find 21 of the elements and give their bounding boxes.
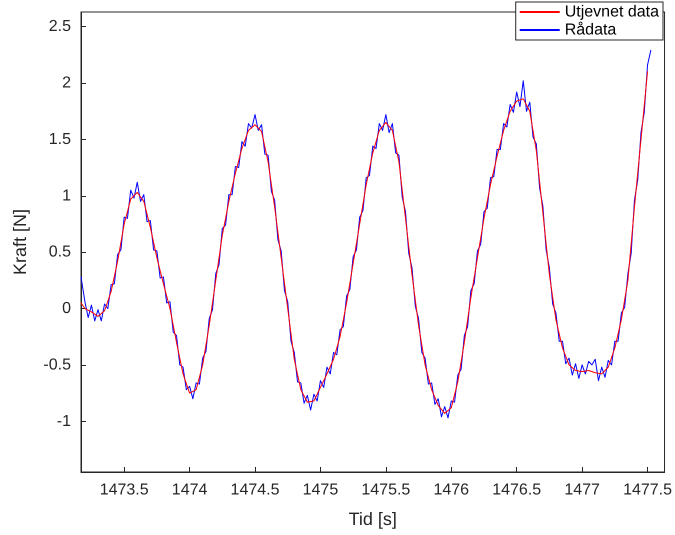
y-tick-label: 0.5 bbox=[48, 244, 72, 261]
y-axis-title: Kraft [N] bbox=[10, 208, 30, 276]
x-tick-label: 1474 bbox=[172, 482, 208, 498]
x-axis-title: Tid [s] bbox=[348, 509, 397, 529]
y-tick-label: 1.5 bbox=[48, 130, 72, 148]
legend-label: Utjevnet data bbox=[564, 4, 660, 20]
y-tick-label: -1 bbox=[56, 412, 72, 430]
x-tick-label: 1476 bbox=[433, 482, 470, 498]
y-tick-label: -0.5 bbox=[43, 356, 72, 374]
y-tick-label: 0 bbox=[62, 300, 72, 318]
x-tick-label: 1474.5 bbox=[230, 482, 280, 498]
y-tick-label: 2.5 bbox=[48, 18, 72, 36]
x-tick-label: 1477.5 bbox=[623, 482, 672, 498]
y-tick-label: 1 bbox=[62, 187, 72, 204]
y-tick-label: 2 bbox=[62, 74, 72, 92]
x-tick-label: 1475.5 bbox=[361, 482, 410, 498]
x-tick-label: 1475 bbox=[302, 482, 338, 498]
x-tick-label: 1476.5 bbox=[492, 482, 542, 498]
x-tick-label: 1473.5 bbox=[100, 482, 149, 498]
x-tick-label: 1477 bbox=[564, 482, 600, 498]
legend-label: Rådata bbox=[564, 22, 616, 38]
